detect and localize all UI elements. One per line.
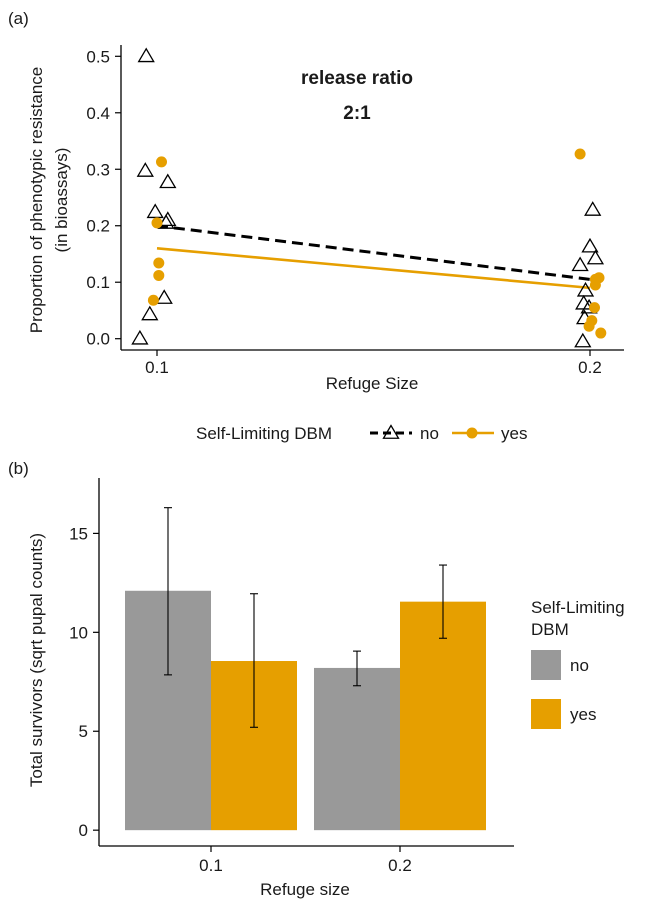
panel-a-point-no	[574, 332, 592, 348]
panel-a-point-no	[584, 201, 602, 216]
panel-a-y-tick-label: 0.2	[86, 217, 110, 236]
panel-a-x-tick-label: 0.2	[578, 358, 602, 377]
panel-a-point-no	[581, 237, 599, 253]
panel-a-point-no	[575, 294, 593, 310]
panel-a-x-label: Refuge Size	[326, 374, 419, 393]
panel-a-point-yes	[574, 148, 586, 160]
panel-a-point-no	[155, 289, 173, 304]
panel-a-y-tick-label: 0.5	[86, 47, 110, 66]
panel-a-point-no	[141, 305, 159, 321]
panel-b-legend: Self-Limiting DBM no yes	[531, 598, 625, 729]
panel-a-y-tick-label: 0.4	[86, 104, 110, 123]
panel-a-legend-yes: yes	[501, 424, 527, 443]
panel-b-y-tick-label: 10	[69, 623, 88, 642]
panel-a-title: release ratio	[301, 68, 413, 89]
panel-b-y-tick-label: 5	[79, 722, 88, 741]
panel-a-point-yes	[595, 327, 607, 339]
panel-b-error-bars	[164, 507, 447, 728]
panel-b-x-tick-label: 0.2	[388, 856, 412, 875]
panel-a-y-tick-label: 0.1	[86, 273, 110, 292]
panel-a-point-no	[576, 281, 595, 297]
panel-b-legend-title-line-2: DBM	[531, 620, 569, 639]
panel-a-point-no	[136, 162, 154, 177]
panel-a-point-no	[586, 249, 605, 265]
panel-a-point-yes	[583, 320, 595, 332]
panel-a-point-yes	[156, 156, 167, 168]
panel-a-y-ticks: 0.0 0.1 0.2 0.3 0.4 0.5	[86, 47, 121, 349]
panel-b-legend-title-line-1: Self-Limiting	[531, 598, 625, 617]
panel-a-legend-no: no	[420, 424, 439, 443]
panel-a-point-no	[571, 256, 589, 272]
panel-b: (b) 0 5 10 15 0.1 0.2 Refuge size Total surv…	[8, 459, 625, 899]
panel-a-points	[131, 47, 607, 348]
panel-a-y-label-line-1: Proportion of phenotypic resistance	[27, 67, 46, 334]
panel-a-fit-lines	[156, 224, 591, 290]
panel-b-bar-no	[314, 667, 400, 831]
panel-a-point-no	[146, 203, 164, 219]
panel-b-legend-no: no	[570, 656, 589, 675]
panel-a-subtitle: 2:1	[343, 103, 371, 124]
panel-b-x-ticks: 0.1 0.2	[199, 846, 412, 875]
panel-a-fit-line-yes	[156, 247, 591, 290]
panel-b-y-tick-label: 0	[79, 821, 88, 840]
panel-a-point-no	[131, 329, 149, 345]
panel-b-x-label: Refuge size	[260, 880, 350, 899]
panel-b-legend-yes: yes	[570, 705, 596, 724]
panel-a-point-yes	[153, 269, 165, 281]
panel-a-point-no	[137, 47, 155, 63]
panel-a-y-label-line-2: (in bioassays)	[52, 148, 71, 253]
panel-a-point-yes	[589, 279, 601, 291]
panel-a-legend-title: Self-Limiting DBM	[196, 424, 332, 443]
panel-a-y-tick-label: 0.0	[86, 330, 110, 349]
panel-a-fit-line-no	[156, 224, 591, 281]
panel-b-legend-swatch-no	[531, 650, 561, 680]
panel-a-point-yes	[151, 217, 163, 229]
panel-b-bars	[125, 590, 486, 831]
panel-a-legend: Self-Limiting DBM no yes	[196, 424, 527, 443]
panel-b-legend-swatch-yes	[531, 699, 561, 729]
panel-a-point-yes	[589, 302, 600, 314]
panel-a-y-tick-label: 0.3	[86, 160, 110, 179]
panel-a-point-no	[159, 173, 177, 189]
panel-b-y-label: Total survivors (sqrt pupal counts)	[27, 533, 46, 787]
panel-b-y-tick-label: 15	[69, 524, 88, 543]
panel-a-legend-keys	[370, 424, 494, 439]
panel-a-legend-key-no-marker	[382, 424, 400, 439]
panel-a: (a) release ratio 2:1 0.0 0.1 0.2 0.3 0.4 0.5…	[8, 9, 624, 443]
panel-a-point-yes	[147, 294, 159, 306]
panel-b-y-ticks: 0 5 10 15	[69, 524, 99, 840]
panel-a-legend-key-yes-marker	[466, 427, 478, 439]
panel-a-label: (a)	[8, 9, 29, 28]
panel-a-point-yes	[153, 257, 165, 269]
panel-b-bar-yes	[400, 601, 486, 831]
panel-b-x-tick-label: 0.1	[199, 856, 223, 875]
panel-a-x-tick-label: 0.1	[145, 358, 169, 377]
panel-b-label: (b)	[8, 459, 29, 478]
panel-a-x-ticks: 0.1 0.2	[145, 350, 602, 377]
